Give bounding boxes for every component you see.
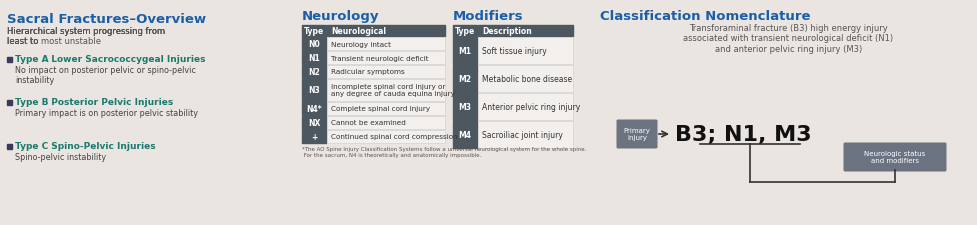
Text: Neurological: Neurological [331, 27, 386, 36]
Bar [453, 66, 477, 93]
Text: Sacral Fractures–Overview: Sacral Fractures–Overview [7, 13, 206, 26]
Bar [7, 101, 12, 106]
Text: N1: N1 [308, 54, 319, 63]
Bar [302, 26, 326, 37]
Text: Classification Nomenclature: Classification Nomenclature [600, 10, 811, 23]
Bar [7, 144, 12, 149]
Text: Sacroiliac joint injury: Sacroiliac joint injury [482, 130, 563, 139]
Text: No impact on posterior pelvic or spino-pelvic
instability: No impact on posterior pelvic or spino-p… [15, 66, 195, 85]
Bar [327, 130, 445, 143]
Bar [478, 66, 573, 93]
Bar [327, 66, 445, 79]
Bar [327, 38, 445, 51]
Text: Incomplete spinal cord injury or
any degree of cauda equina injury: Incomplete spinal cord injury or any deg… [331, 84, 455, 97]
Bar [453, 94, 477, 120]
Text: NX: NX [308, 119, 320, 127]
FancyBboxPatch shape [843, 143, 947, 172]
Text: Hierarchical system progressing from
least to: Hierarchical system progressing from lea… [7, 27, 165, 46]
Bar [478, 122, 573, 148]
Text: Posterior Pelvic Injuries: Posterior Pelvic Injuries [45, 98, 173, 106]
Text: N3: N3 [308, 86, 319, 95]
Bar [302, 66, 326, 79]
Text: Primary
injury: Primary injury [623, 128, 651, 141]
Text: N4*: N4* [306, 105, 321, 113]
Bar [302, 117, 326, 129]
Text: N2: N2 [308, 68, 319, 77]
Text: Complete spinal cord injury: Complete spinal cord injury [331, 106, 430, 112]
Text: Lower Sacrococcygeal Injuries: Lower Sacrococcygeal Injuries [45, 55, 205, 64]
Text: Type: Type [304, 27, 324, 36]
Bar [302, 130, 326, 143]
Text: Hierarchical system progressing from
least to: Hierarchical system progressing from lea… [7, 27, 165, 46]
Bar [7, 58, 12, 63]
Bar [453, 26, 477, 37]
Bar [453, 122, 477, 148]
Bar [302, 38, 326, 51]
Text: Cannot be examined: Cannot be examined [331, 120, 405, 126]
Text: Spino-pelvic instability: Spino-pelvic instability [15, 152, 106, 161]
FancyBboxPatch shape [616, 120, 658, 149]
Text: M4: M4 [458, 130, 472, 139]
Bar [302, 80, 326, 101]
Text: N0: N0 [308, 40, 319, 49]
Bar [327, 80, 445, 101]
Text: Type B: Type B [15, 98, 49, 106]
Bar [302, 52, 326, 65]
Bar [327, 26, 445, 37]
Text: Radicular symptoms: Radicular symptoms [331, 69, 404, 75]
Text: Transforaminal fracture (B3) high energy injury
associated with transient neurol: Transforaminal fracture (B3) high energy… [684, 24, 894, 54]
Text: Type A: Type A [15, 55, 49, 64]
Text: M3: M3 [458, 103, 472, 112]
Text: Transient neurologic deficit: Transient neurologic deficit [331, 55, 429, 61]
Text: M1: M1 [458, 47, 472, 56]
Bar [327, 103, 445, 115]
Bar [478, 94, 573, 120]
Text: Neurology intact: Neurology intact [331, 41, 391, 47]
Text: M2: M2 [458, 75, 472, 84]
Text: Neurologic status
and modifiers: Neurologic status and modifiers [865, 151, 925, 164]
Bar [478, 26, 573, 37]
Text: Description: Description [482, 27, 531, 36]
Bar [478, 38, 573, 65]
Text: Spino-Pelvic Injuries: Spino-Pelvic Injuries [45, 141, 155, 150]
Text: Type: Type [455, 27, 475, 36]
Text: *The AO Spine Injury Classification Systems follow a universal neurological syst: *The AO Spine Injury Classification Syst… [302, 146, 586, 157]
Bar [327, 117, 445, 129]
Text: Anterior pelvic ring injury: Anterior pelvic ring injury [482, 103, 580, 112]
Text: Modifiers: Modifiers [453, 10, 524, 23]
Bar [302, 103, 326, 115]
Bar [453, 38, 477, 65]
Text: Hierarchical system progressing from
least to most unstable: Hierarchical system progressing from lea… [7, 27, 165, 46]
Text: Type C: Type C [15, 141, 48, 150]
Text: Neurology: Neurology [302, 10, 379, 23]
Bar [327, 52, 445, 65]
Text: B3; N1, M3: B3; N1, M3 [675, 124, 812, 144]
Text: Primary impact is on posterior pelvic stability: Primary impact is on posterior pelvic st… [15, 108, 198, 117]
Text: +: + [311, 132, 318, 141]
Text: Metabolic bone disease: Metabolic bone disease [482, 75, 573, 84]
Text: Soft tissue injury: Soft tissue injury [482, 47, 547, 56]
Text: Continued spinal cord compression: Continued spinal cord compression [331, 134, 457, 140]
